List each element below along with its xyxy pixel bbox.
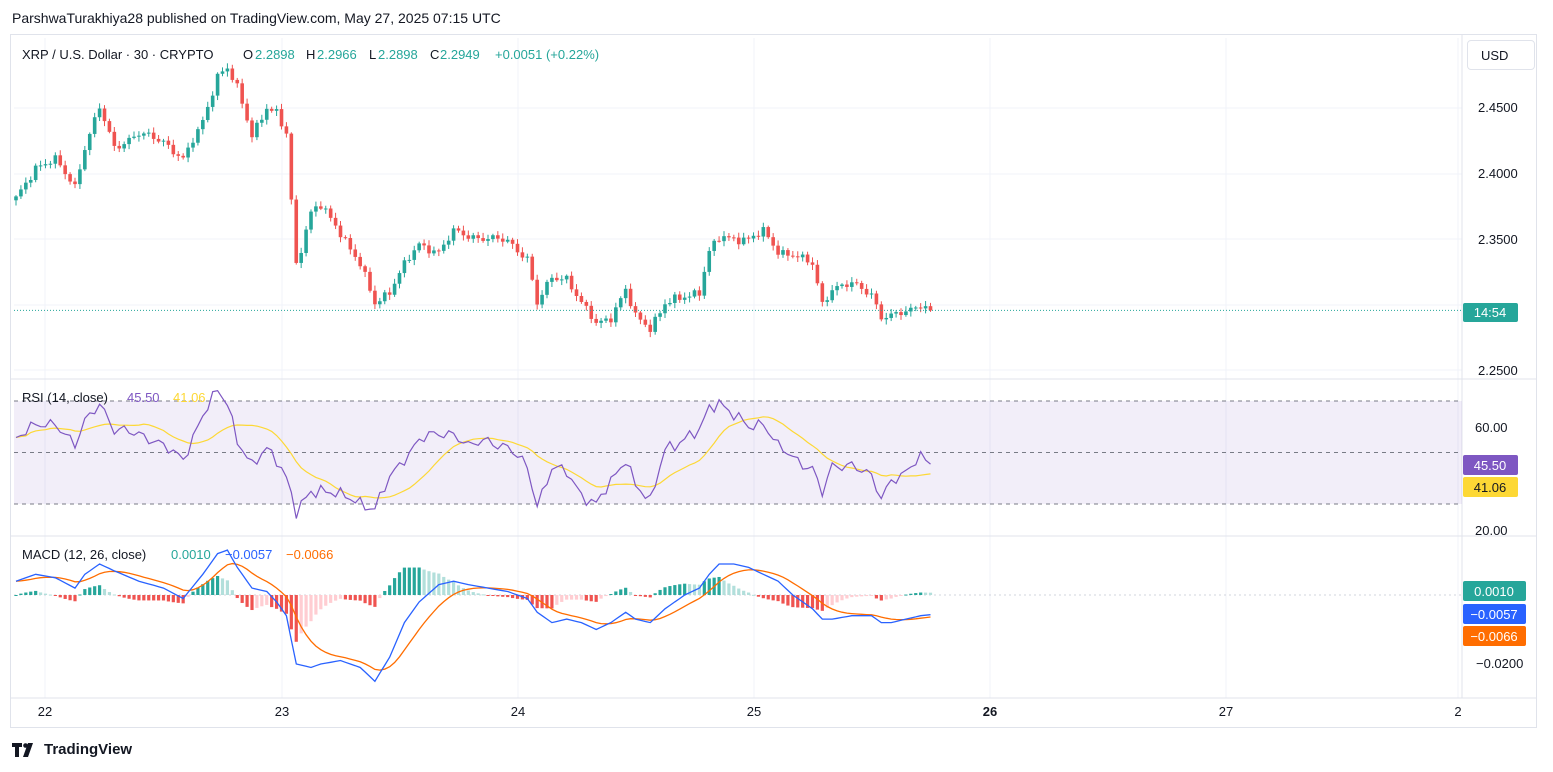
footer-brand: TradingView xyxy=(44,741,133,758)
chart-frame[interactable] xyxy=(10,34,1537,728)
currency-button[interactable]: USD xyxy=(1467,40,1535,70)
tradingview-logo-icon xyxy=(12,742,33,757)
publish-info: ParshwaTurakhiya28 published on TradingV… xyxy=(12,10,501,26)
footer: TradingView xyxy=(12,741,132,758)
